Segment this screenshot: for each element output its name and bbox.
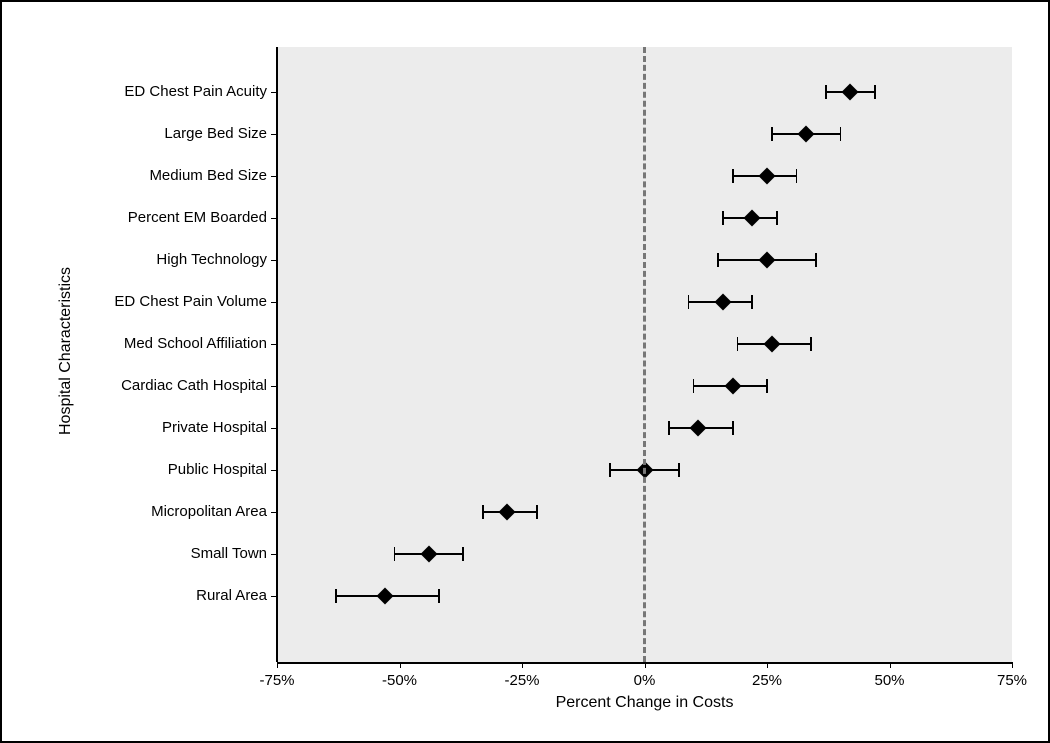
error-bar-cap xyxy=(717,253,719,267)
error-bar-cap xyxy=(394,547,396,561)
y-tick-label: Rural Area xyxy=(77,587,267,604)
error-bar-cap xyxy=(609,463,611,477)
error-bar-cap xyxy=(462,547,464,561)
error-bar-cap xyxy=(688,295,690,309)
error-bar-cap xyxy=(732,169,734,183)
error-bar-cap xyxy=(536,505,538,519)
x-axis-label: Percent Change in Costs xyxy=(515,694,775,712)
chart-outer-frame: Hospital Characteristics Percent Change … xyxy=(0,0,1050,743)
y-tick-label: Large Bed Size xyxy=(77,125,267,142)
zero-reference-line xyxy=(643,47,646,662)
y-tick-label: Small Town xyxy=(77,545,267,562)
x-tick-label: 75% xyxy=(982,672,1042,689)
y-tick-label: ED Chest Pain Volume xyxy=(77,293,267,310)
y-axis-label: Hospital Characteristics xyxy=(57,266,75,434)
y-tick-label: Private Hospital xyxy=(77,419,267,436)
y-tick-label: Med School Affiliation xyxy=(77,335,267,352)
error-bar-cap xyxy=(874,85,876,99)
x-tick-label: 50% xyxy=(860,672,920,689)
y-tick-label: ED Chest Pain Acuity xyxy=(77,83,267,100)
x-tick-label: -50% xyxy=(370,672,430,689)
y-tick-label: Micropolitan Area xyxy=(77,503,267,520)
error-bar-cap xyxy=(796,169,798,183)
error-bar-cap xyxy=(840,127,842,141)
error-bar-cap xyxy=(678,463,680,477)
error-bar-cap xyxy=(438,589,440,603)
x-tick xyxy=(1012,662,1013,668)
x-tick-label: 0% xyxy=(615,672,675,689)
error-bar-cap xyxy=(771,127,773,141)
error-bar-cap xyxy=(766,379,768,393)
error-bar-cap xyxy=(810,337,812,351)
error-bar-cap xyxy=(668,421,670,435)
x-tick-label: -25% xyxy=(492,672,552,689)
error-bar-cap xyxy=(482,505,484,519)
y-tick-label: High Technology xyxy=(77,251,267,268)
y-tick-label: Percent EM Boarded xyxy=(77,209,267,226)
error-bar-cap xyxy=(825,85,827,99)
x-tick-label: -75% xyxy=(247,672,307,689)
y-tick-label: Cardiac Cath Hospital xyxy=(77,377,267,394)
error-bar-cap xyxy=(335,589,337,603)
error-bar-cap xyxy=(693,379,695,393)
error-bar-cap xyxy=(722,211,724,225)
x-axis-line xyxy=(277,662,1012,664)
y-tick-label: Public Hospital xyxy=(77,461,267,478)
y-axis-line xyxy=(276,47,278,662)
x-tick-label: 25% xyxy=(737,672,797,689)
error-bar-cap xyxy=(815,253,817,267)
y-tick-label: Medium Bed Size xyxy=(77,167,267,184)
error-bar-cap xyxy=(732,421,734,435)
error-bar-cap xyxy=(751,295,753,309)
error-bar-cap xyxy=(737,337,739,351)
error-bar-cap xyxy=(776,211,778,225)
